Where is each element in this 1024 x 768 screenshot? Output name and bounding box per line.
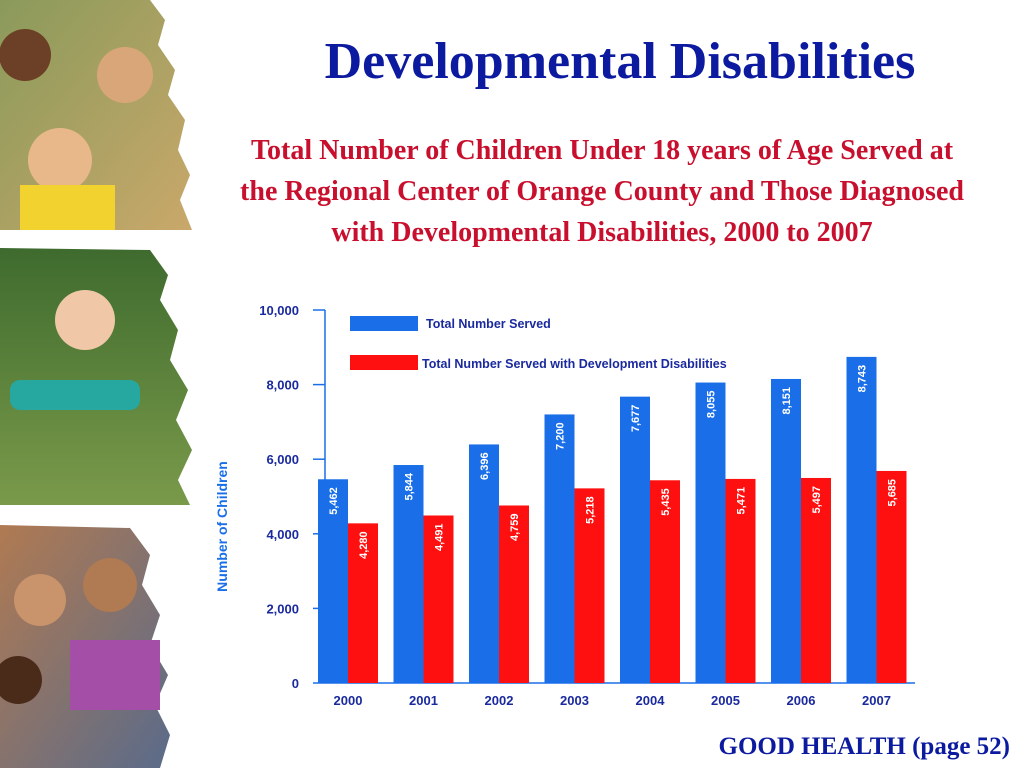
data-label-total-served: 7,200 — [555, 422, 567, 450]
bar-total-served — [544, 414, 575, 683]
slide-subtitle: Total Number of Children Under 18 years … — [240, 135, 964, 248]
legend-swatch-served-with-dd — [350, 355, 418, 370]
data-label-served-with-dd: 5,471 — [736, 487, 748, 515]
x-tick-label: 2005 — [711, 693, 740, 708]
bar-total-served — [846, 356, 877, 683]
data-label-served-with-dd: 5,435 — [660, 488, 672, 516]
x-tick-label: 2006 — [787, 693, 816, 708]
bar-served-with-dd — [725, 478, 756, 683]
data-label-served-with-dd: 5,685 — [887, 479, 899, 507]
bar-served-with-dd — [876, 470, 907, 683]
children-photo-collage — [0, 0, 192, 768]
bar-total-served — [469, 444, 499, 683]
data-label-total-served: 6,396 — [479, 452, 491, 480]
bar-served-with-dd — [650, 480, 680, 683]
x-tick-label: 2002 — [485, 693, 514, 708]
x-tick-label: 2007 — [862, 693, 891, 708]
bar-served-with-dd — [574, 488, 605, 683]
page-footer: GOOD HEALTH (page 52) — [718, 733, 1010, 760]
legend-label-served-with-dd: Total Number Served with Development Dis… — [422, 357, 727, 371]
data-label-total-served: 5,844 — [404, 472, 416, 500]
y-tick-label: 8,000 — [266, 378, 299, 393]
bar-served-with-dd — [348, 523, 378, 683]
bar-served-with-dd — [423, 515, 454, 683]
x-tick-label: 2001 — [409, 693, 438, 708]
data-label-total-served: 8,055 — [706, 391, 718, 419]
y-tick-label: 6,000 — [266, 452, 299, 467]
y-tick-label: 10,000 — [259, 303, 299, 318]
data-label-served-with-dd: 5,497 — [811, 486, 823, 514]
data-label-served-with-dd: 5,218 — [585, 496, 597, 524]
data-label-served-with-dd: 4,759 — [509, 513, 521, 541]
x-tick-label: 2003 — [560, 693, 589, 708]
data-label-served-with-dd: 4,280 — [358, 531, 370, 559]
data-label-total-served: 7,677 — [630, 405, 642, 433]
y-tick-label: 4,000 — [266, 527, 299, 542]
x-tick-label: 2004 — [636, 693, 666, 708]
x-tick-label: 2000 — [334, 693, 363, 708]
bar-chart: 0 2,000 4,000 6,000 8,000 10,000 Number of Chi… — [200, 295, 940, 715]
bar-total-served — [318, 479, 348, 683]
bar-total-served — [695, 382, 726, 683]
bar-total-served — [393, 465, 424, 683]
y-tick-label: 2,000 — [266, 601, 299, 616]
data-label-total-served: 8,743 — [857, 365, 869, 393]
legend-label-total-served: Total Number Served — [426, 317, 551, 331]
data-label-served-with-dd: 4,491 — [434, 523, 446, 551]
legend-swatch-total-served — [350, 316, 418, 331]
bar-total-served — [620, 396, 650, 683]
data-label-total-served: 5,462 — [328, 487, 340, 515]
y-tick-label: 0 — [292, 676, 299, 691]
slide-title: Developmental Disabilities — [324, 33, 916, 90]
bar-served-with-dd — [801, 477, 831, 683]
bar-served-with-dd — [499, 505, 529, 683]
bar-total-served — [771, 378, 801, 683]
data-label-total-served: 8,151 — [781, 387, 793, 415]
bar-chart-svg: 0 2,000 4,000 6,000 8,000 10,000 Number of Chi… — [214, 303, 915, 708]
y-axis-label: Number of Children — [214, 461, 230, 592]
